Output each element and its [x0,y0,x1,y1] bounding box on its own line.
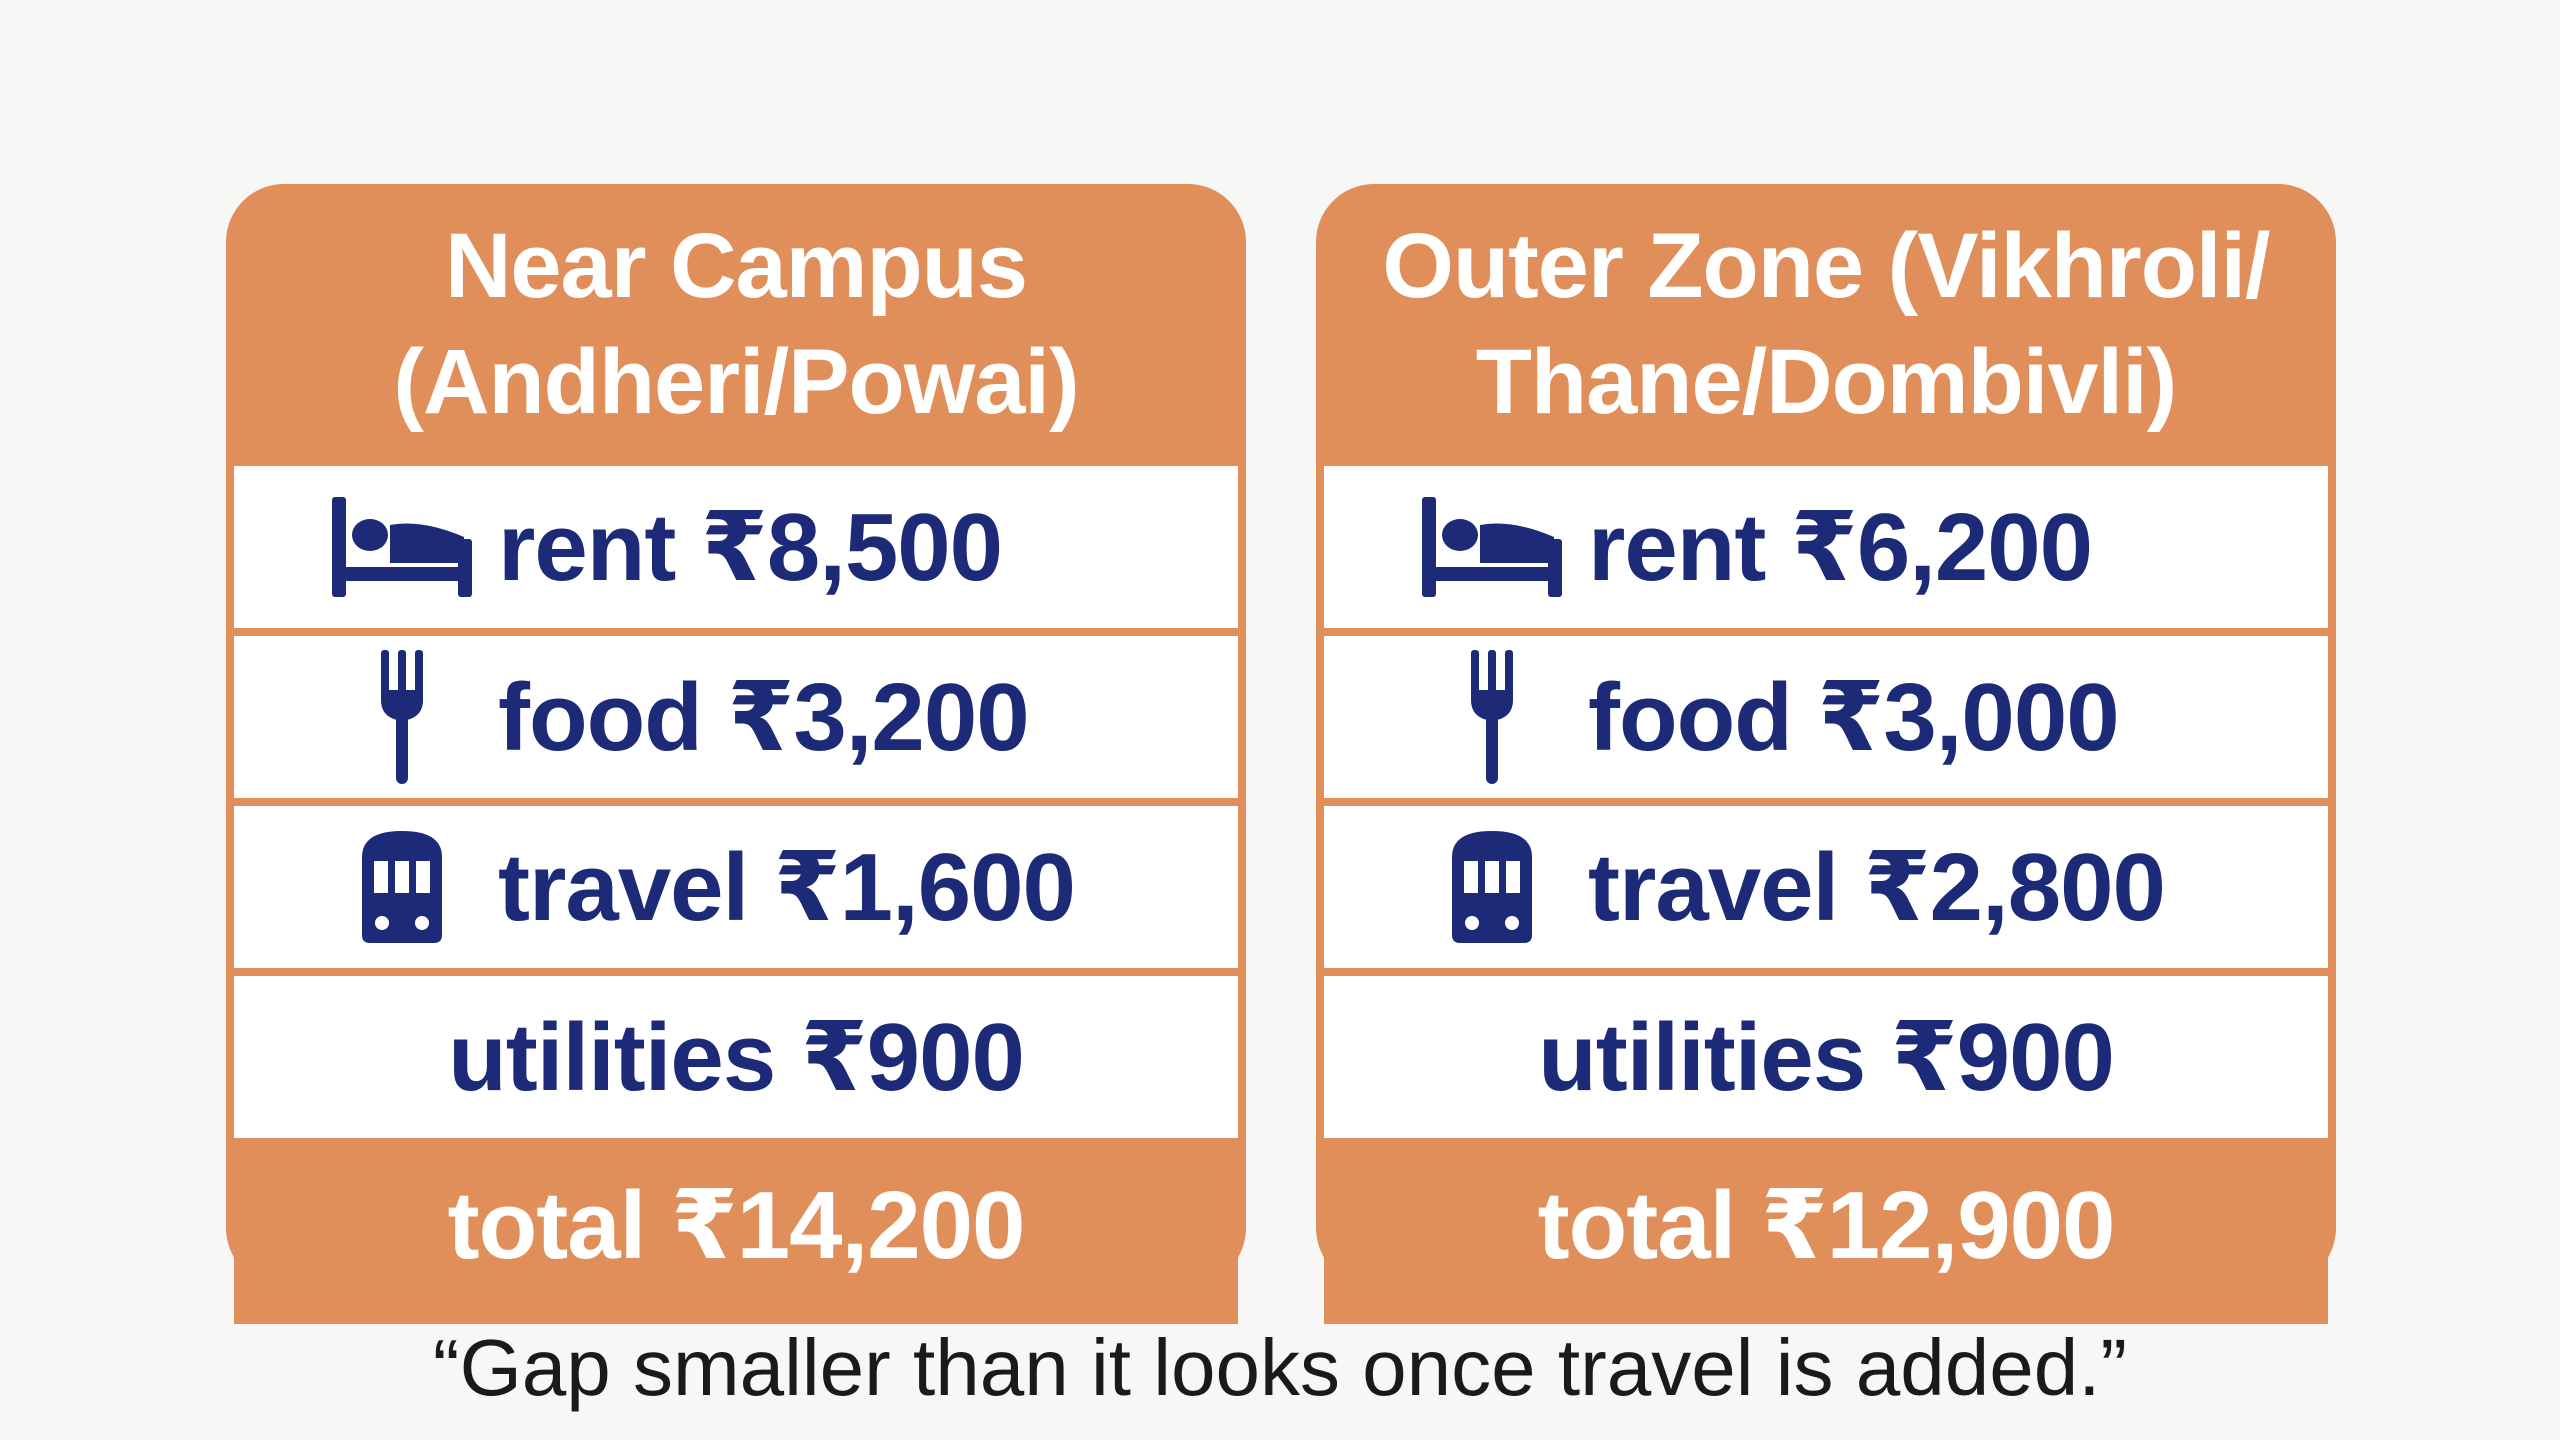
expense-rows: rent ₹6,200 food ₹3,000 [1324,466,2328,1324]
total-text: total ₹12,900 [1537,1172,2116,1279]
caption-quote: “Gap smaller than it looks once travel i… [432,1323,2128,1412]
expense-row-utilities: utilities ₹900 [234,976,1238,1138]
card-title: Outer Zone (Vikhroli/ Thane/Dombivli) [1316,184,2336,464]
expense-rows: rent ₹8,500 food ₹3,200 [234,466,1238,1324]
card-title-line2: Thane/Dombivli) [1475,331,2178,433]
train-icon [362,831,442,943]
rent-text: rent ₹6,200 [1588,494,2093,601]
expense-row-travel: travel ₹1,600 [234,806,1238,968]
card-title-line2: (Andheri/Powai) [393,331,1079,433]
expense-row-travel: travel ₹2,800 [1324,806,2328,968]
card-title: Near Campus (Andheri/Powai) [226,184,1246,464]
card-title-line1: Outer Zone (Vikhroli/ [1382,215,2270,317]
expense-row-rent: rent ₹6,200 [1324,466,2328,628]
travel-text: travel ₹2,800 [1588,834,2166,941]
train-icon [1452,831,1532,943]
total-text: total ₹14,200 [447,1172,1026,1279]
expense-row-utilities: utilities ₹900 [1324,976,2328,1138]
utilities-text: utilities ₹900 [1538,1004,2115,1111]
rent-text: rent ₹8,500 [498,494,1003,601]
travel-text: travel ₹1,600 [498,834,1076,941]
bed-icon [1422,497,1562,597]
food-text: food ₹3,000 [1588,664,2120,771]
utilities-text: utilities ₹900 [448,1004,1025,1111]
bed-icon [332,497,472,597]
card-title-line1: Near Campus [444,215,1028,317]
food-text: food ₹3,200 [498,664,1030,771]
fork-icon [381,650,423,784]
expense-row-food: food ₹3,200 [234,636,1238,798]
expense-row-rent: rent ₹8,500 [234,466,1238,628]
near-campus-card: Near Campus (Andheri/Powai) rent ₹8,500 [226,184,1246,1324]
expense-row-food: food ₹3,000 [1324,636,2328,798]
fork-icon [1471,650,1513,784]
outer-zone-card: Outer Zone (Vikhroli/ Thane/Dombivli) re… [1316,184,2336,1324]
